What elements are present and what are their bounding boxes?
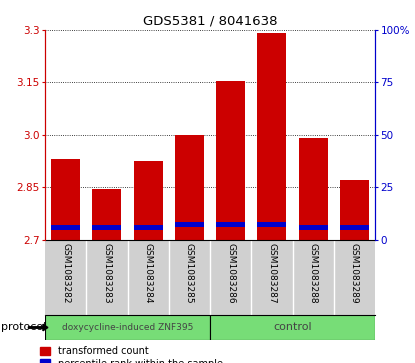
Bar bbox=[340, 180, 369, 240]
Text: GSM1083289: GSM1083289 bbox=[350, 243, 359, 303]
Text: GSM1083283: GSM1083283 bbox=[103, 243, 111, 303]
Bar bbox=[299, 139, 327, 240]
Bar bbox=[210, 315, 375, 340]
Bar bbox=[51, 159, 80, 240]
Bar bbox=[216, 81, 245, 240]
Text: doxycycline-induced ZNF395: doxycycline-induced ZNF395 bbox=[62, 323, 193, 332]
Bar bbox=[93, 225, 121, 230]
Text: GSM1083282: GSM1083282 bbox=[61, 243, 70, 303]
Bar bbox=[93, 189, 121, 240]
Legend: transformed count, percentile rank within the sample: transformed count, percentile rank withi… bbox=[38, 344, 225, 363]
Bar bbox=[51, 225, 80, 230]
Text: GSM1083288: GSM1083288 bbox=[309, 243, 317, 303]
Bar bbox=[299, 225, 327, 230]
Bar bbox=[45, 315, 210, 340]
Text: GSM1083286: GSM1083286 bbox=[226, 243, 235, 303]
Bar bbox=[134, 161, 163, 240]
Text: control: control bbox=[273, 322, 312, 333]
Bar bbox=[175, 135, 204, 240]
Bar bbox=[257, 33, 286, 240]
Text: GSM1083284: GSM1083284 bbox=[144, 243, 153, 303]
Bar bbox=[175, 222, 204, 227]
Bar bbox=[134, 225, 163, 230]
Bar bbox=[340, 225, 369, 230]
Text: GSM1083287: GSM1083287 bbox=[267, 243, 276, 303]
Text: protocol: protocol bbox=[1, 322, 46, 333]
Title: GDS5381 / 8041638: GDS5381 / 8041638 bbox=[143, 15, 277, 28]
Bar bbox=[257, 222, 286, 227]
Text: GSM1083285: GSM1083285 bbox=[185, 243, 194, 303]
Bar bbox=[216, 222, 245, 227]
